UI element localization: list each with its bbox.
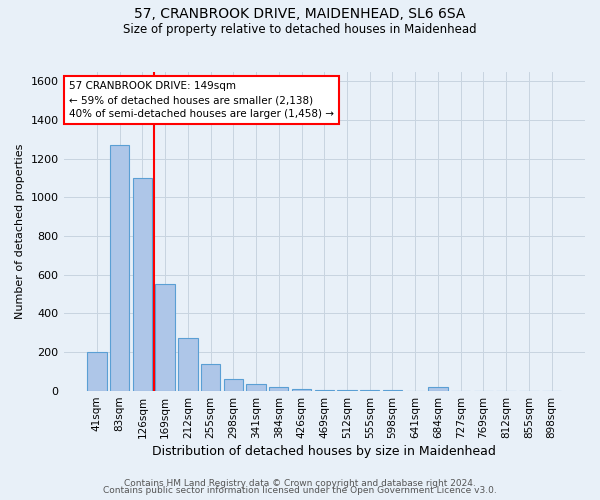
Bar [133, 178, 152, 390]
Bar [155, 284, 175, 391]
Bar [428, 387, 448, 390]
Bar [247, 384, 266, 390]
Bar [269, 387, 289, 390]
Bar [178, 338, 197, 390]
X-axis label: Distribution of detached houses by size in Maidenhead: Distribution of detached houses by size … [152, 444, 496, 458]
Bar [224, 378, 243, 390]
Text: Size of property relative to detached houses in Maidenhead: Size of property relative to detached ho… [123, 22, 477, 36]
Bar [87, 352, 107, 391]
Text: Contains HM Land Registry data © Crown copyright and database right 2024.: Contains HM Land Registry data © Crown c… [124, 478, 476, 488]
Bar [201, 364, 220, 390]
Y-axis label: Number of detached properties: Number of detached properties [15, 144, 25, 318]
Text: Contains public sector information licensed under the Open Government Licence v3: Contains public sector information licen… [103, 486, 497, 495]
Text: 57, CRANBROOK DRIVE, MAIDENHEAD, SL6 6SA: 57, CRANBROOK DRIVE, MAIDENHEAD, SL6 6SA [134, 8, 466, 22]
Bar [110, 145, 130, 390]
Text: 57 CRANBROOK DRIVE: 149sqm
← 59% of detached houses are smaller (2,138)
40% of s: 57 CRANBROOK DRIVE: 149sqm ← 59% of deta… [69, 81, 334, 119]
Bar [292, 388, 311, 390]
